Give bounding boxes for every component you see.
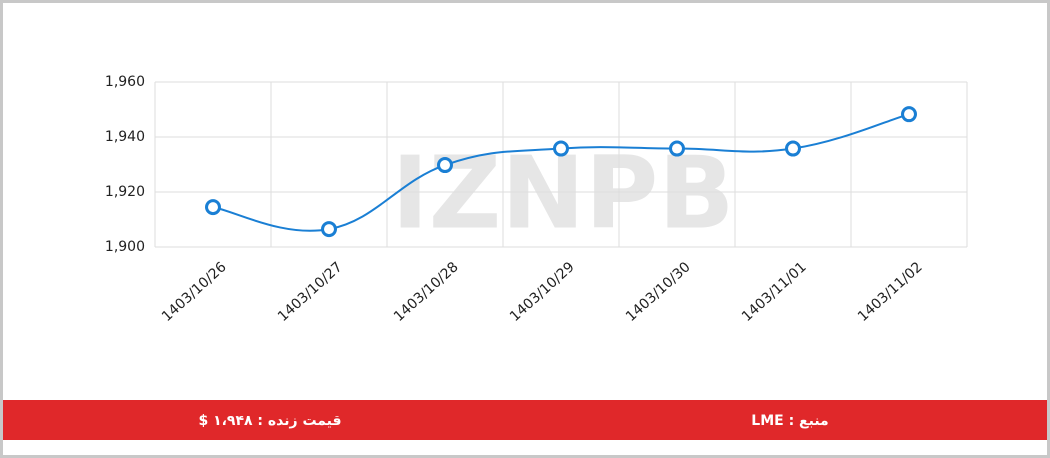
footer-bar <box>3 400 1047 440</box>
y-tick-label: 1,920 <box>105 184 145 200</box>
point <box>205 199 221 216</box>
point <box>437 157 453 174</box>
live-price: قیمت زنده : ۱،۹۴۸ $ <box>198 413 341 429</box>
y-tick-label: 1,900 <box>105 239 145 255</box>
y-tick-label: 1,960 <box>105 74 145 90</box>
point <box>669 140 685 157</box>
source: منبع : LME <box>751 413 828 429</box>
y-tick-label: 1,940 <box>105 129 145 145</box>
point <box>553 140 569 157</box>
point <box>901 106 917 123</box>
point <box>785 140 801 157</box>
point <box>321 221 337 238</box>
